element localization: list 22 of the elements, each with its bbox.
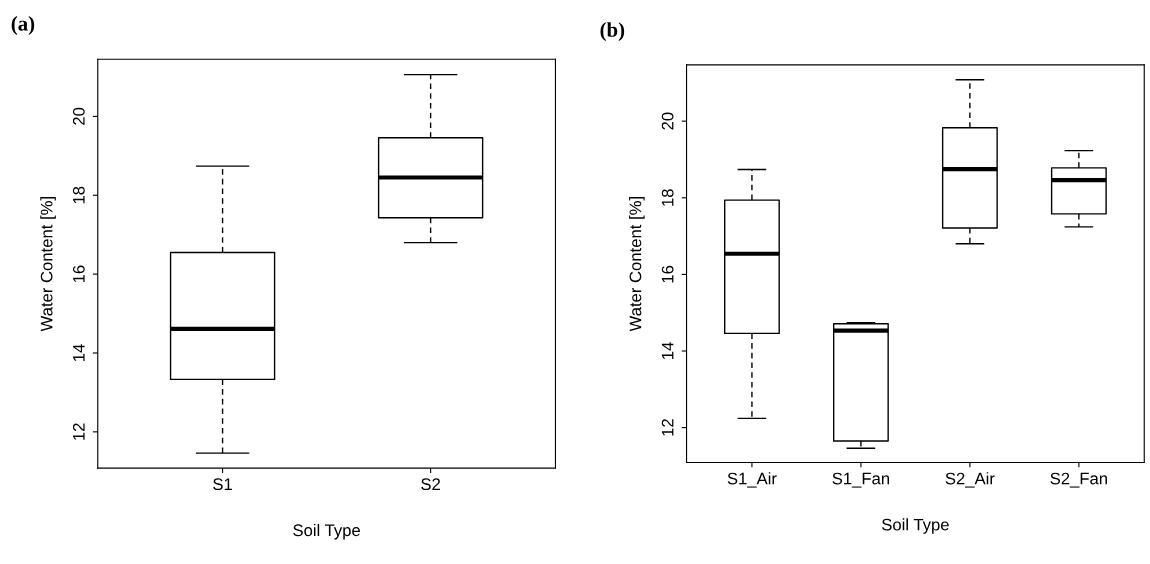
y-tick-label: 18	[661, 189, 674, 206]
y-tick-label: 12	[661, 419, 674, 436]
y-axis-title: Water Content [%]	[629, 197, 645, 332]
x-tick-label: S2_Fan	[1050, 472, 1107, 488]
x-tick-label: S1_Air	[727, 472, 777, 488]
y-tick-label: 14	[73, 344, 85, 361]
chart-title: (b)	[600, 22, 625, 42]
y-axis-title: Water Content [%]	[40, 197, 56, 332]
y-tick-label: 20	[661, 112, 674, 130]
x-axis-title: Soil Type	[882, 518, 949, 534]
x-tick-label: S1_Fan	[832, 472, 890, 488]
x-tick-label: S2_Air	[945, 472, 995, 488]
y-tick-label: 16	[661, 265, 674, 283]
y-tick-label: 14	[661, 342, 674, 360]
y-tick-label: 18	[72, 186, 85, 204]
chart-title: (a)	[11, 15, 35, 35]
x-axis-title: Soil Type	[293, 523, 360, 540]
y-tick-label: 16	[72, 265, 85, 283]
x-tick-label: S1	[213, 478, 232, 491]
y-tick-label: 20	[72, 107, 85, 125]
y-tick-label: 12	[72, 423, 85, 440]
x-tick-label: S2	[421, 478, 440, 491]
